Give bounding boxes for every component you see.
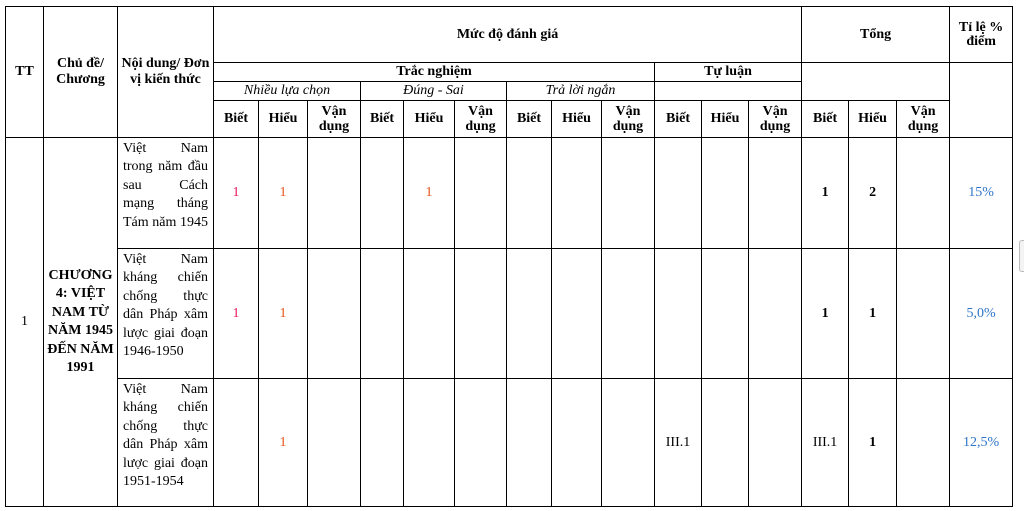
header-ratio-blank [949, 62, 1014, 138]
header-tt: TT [5, 6, 44, 138]
header-level-vận-dụng: Vận dụng [896, 100, 951, 138]
count-cell: 1 [258, 378, 308, 507]
count-cell [701, 248, 749, 379]
header-level-biết: Biết [506, 100, 552, 138]
chapter-title: CHƯƠNG 4: VIỆT NAM TỪ NĂM 1945 ĐẾN NĂM 1… [43, 137, 118, 507]
header-level-hiểu: Hiểu [848, 100, 898, 138]
count-cell [551, 248, 602, 379]
count-cell [213, 378, 259, 507]
count-cell [360, 248, 404, 379]
header-level-vận-dụng: Vận dụng [747, 100, 803, 138]
count-cell [747, 137, 803, 249]
count-cell [454, 248, 507, 379]
count-cell: 1 [258, 248, 308, 379]
count-cell [551, 378, 602, 507]
count-cell [747, 248, 803, 379]
count-cell [307, 248, 361, 379]
header-total-blank [801, 62, 951, 101]
content-cell: Việt Nam kháng chiến chống thực dân Pháp… [117, 378, 214, 507]
header-multiple-format: Trắc nghiệm [213, 62, 655, 82]
header-level-hiểu: Hiểu [258, 100, 308, 138]
header-content: Nội dung/ Đơn vị kiến thức [117, 6, 214, 138]
count-cell [601, 137, 655, 249]
count-cell [403, 378, 455, 507]
count-cell [701, 378, 749, 507]
header-total: Tổng [801, 6, 951, 63]
header-level-biết: Biết [654, 100, 702, 138]
count-cell [896, 137, 951, 249]
header-level-hiểu: Hiểu [403, 100, 455, 138]
ratio-cell: 15% [949, 137, 1014, 249]
count-cell: 1 [213, 248, 259, 379]
count-cell [551, 137, 602, 249]
header-level-vận-dụng: Vận dụng [601, 100, 655, 138]
header-level-vận-dụng: Vận dụng [307, 100, 361, 138]
header-level-vận-dụng: Vận dụng [454, 100, 507, 138]
ratio-cell: 12,5% [949, 378, 1014, 507]
count-cell [403, 248, 455, 379]
count-cell [747, 378, 803, 507]
count-cell [307, 378, 361, 507]
assessment-matrix-table: TT Chủ đề/ Chương Nội dung/ Đơn vị kiến … [5, 6, 1014, 507]
header-level-biết: Biết [801, 100, 850, 138]
count-cell [307, 137, 361, 249]
count-cell [360, 378, 404, 507]
side-scroll-handle[interactable] [1019, 240, 1024, 272]
count-cell [654, 248, 702, 379]
count-cell: 1 [848, 248, 898, 379]
header-short-answer: Trả lời ngắn [506, 81, 655, 101]
count-cell [701, 137, 749, 249]
count-cell: 1 [801, 137, 850, 249]
count-cell [896, 248, 951, 379]
count-cell: 1 [213, 137, 259, 249]
levels-row: Biết Hiểu Vận dụng Biết Hiểu Vận dụng Biết Hiểu… [6, 100, 1013, 138]
count-cell: 1 [801, 248, 850, 379]
count-cell [601, 378, 655, 507]
header-essay: Tự luận [653, 62, 803, 82]
table-row: Việt Nam kháng chiến chống thực dân Pháp… [6, 378, 1014, 507]
count-cell: 2 [848, 137, 898, 249]
table-row: Việt Nam kháng chiến chống thực dân Pháp… [6, 248, 1014, 379]
count-cell: 1 [848, 378, 898, 507]
ratio-cell: 5,0% [949, 248, 1014, 379]
header-level-biết: Biết [360, 100, 404, 138]
count-cell: III.1 [801, 378, 850, 507]
count-cell [506, 248, 552, 379]
count-cell: III.1 [654, 378, 702, 507]
header-multiple-choice: Nhiều lựa chọn [213, 81, 361, 101]
count-cell [896, 378, 951, 507]
content-cell: Việt Nam trong năm đầu sau Cách mạng thá… [117, 137, 214, 249]
header-essay-blank [653, 81, 803, 101]
count-cell [454, 378, 507, 507]
count-cell [454, 137, 507, 249]
count-cell: 1 [258, 137, 308, 249]
header-topic: Chủ đề/ Chương [43, 6, 118, 138]
header-true-false: Đúng - Sai [360, 81, 507, 101]
count-cell [506, 378, 552, 507]
count-cell: 1 [403, 137, 455, 249]
header-level-hiểu: Hiểu [701, 100, 749, 138]
table-row: 1 CHƯƠNG 4: VIỆT NAM TỪ NĂM 1945 ĐẾN NĂM… [5, 137, 1014, 507]
header-score-ratio: Tỉ lệ % điểm [949, 6, 1014, 63]
count-cell [601, 248, 655, 379]
header-level-hiểu: Hiểu [551, 100, 602, 138]
header-assessment-level: Mức độ đánh giá [212, 6, 803, 63]
header-level-biết: Biết [213, 100, 259, 138]
content-cell: Việt Nam kháng chiến chống thực dân Pháp… [117, 248, 214, 379]
count-cell [506, 137, 552, 249]
row-tt: 1 [5, 137, 44, 507]
count-cell [654, 137, 702, 249]
count-cell [360, 137, 404, 249]
